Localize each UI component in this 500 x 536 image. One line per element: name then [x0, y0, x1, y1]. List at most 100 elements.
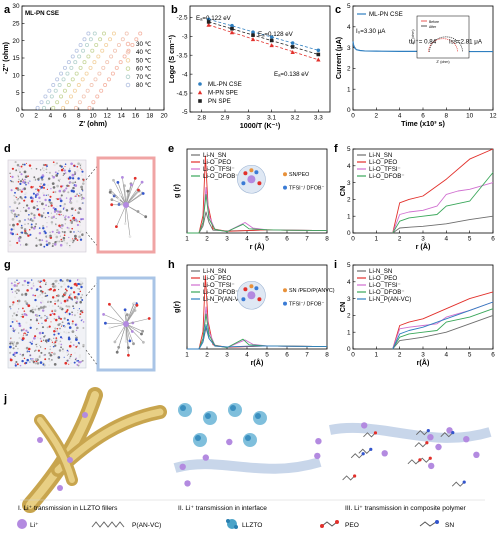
llzto-icon — [226, 519, 238, 529]
atom — [67, 216, 70, 219]
legend-j-sn: SN — [445, 522, 454, 529]
atom — [108, 190, 112, 194]
atom — [19, 364, 22, 367]
atom — [25, 314, 28, 317]
atom — [48, 305, 51, 307]
li-ion — [427, 434, 434, 441]
scatter-point — [85, 88, 90, 93]
atom — [63, 189, 66, 192]
scatter-point — [62, 65, 67, 70]
atom — [80, 166, 82, 168]
llzto-particle-core — [205, 413, 211, 419]
x-tick-label: 5 — [265, 352, 269, 359]
atom — [14, 296, 17, 299]
atom — [36, 346, 38, 348]
legend-marker — [125, 74, 131, 80]
scatter-point — [49, 94, 54, 99]
atom — [66, 184, 69, 188]
atom — [67, 324, 69, 326]
atom — [35, 343, 38, 346]
atom — [76, 169, 79, 172]
atom — [51, 175, 53, 177]
atom — [79, 300, 82, 304]
atom — [40, 299, 44, 303]
atom — [49, 348, 52, 351]
atom — [22, 307, 24, 310]
atom — [64, 361, 68, 365]
series-line — [392, 148, 494, 234]
scatter-point — [78, 43, 83, 48]
atom — [30, 185, 33, 189]
x-tick-label: 4 — [398, 113, 402, 120]
atom — [59, 327, 61, 330]
llzto-particle-core — [230, 405, 236, 411]
atom — [44, 319, 47, 322]
atom — [79, 164, 82, 166]
atom — [54, 310, 56, 312]
atom — [71, 227, 74, 230]
atom — [42, 183, 46, 186]
atom — [82, 234, 84, 236]
heteroatom — [369, 447, 373, 451]
x-tick-label: 2 — [398, 236, 402, 243]
atom — [28, 213, 30, 216]
scatter-point — [93, 77, 98, 82]
atom — [36, 205, 38, 207]
panel-letter-b: b — [171, 4, 178, 16]
scatter-point — [74, 71, 79, 76]
scatter-point — [59, 71, 64, 76]
atom — [70, 207, 74, 211]
atom — [65, 215, 67, 217]
atom — [80, 320, 82, 322]
y-tick-label: 10 — [12, 73, 20, 80]
atom — [69, 167, 71, 170]
data-point — [198, 82, 202, 86]
atom — [38, 350, 40, 352]
legend-entry: Li-O_PEO — [203, 275, 231, 282]
legend-entry: 50 ℃ — [136, 57, 152, 64]
atom — [74, 358, 77, 361]
atom — [26, 351, 29, 353]
atom — [30, 279, 33, 281]
scatter-point — [80, 77, 85, 82]
panel-letter-g: g — [4, 259, 11, 271]
x-tick-label: 3.1 — [267, 115, 276, 122]
atom — [81, 359, 84, 362]
legend-j-li: Li⁺ — [30, 522, 39, 529]
polymer-chain — [415, 430, 429, 436]
atom — [9, 243, 12, 247]
y-axis-label: Current (μA) — [334, 36, 343, 79]
atom — [39, 281, 41, 284]
atom — [64, 163, 67, 165]
atom — [39, 169, 42, 171]
atom — [59, 199, 63, 203]
atom — [73, 361, 76, 364]
bond — [125, 323, 142, 335]
atom — [54, 171, 57, 174]
atom — [52, 186, 56, 189]
atom — [58, 356, 60, 358]
x-tick-label: 0 — [351, 113, 355, 120]
solvation-shell-g — [102, 301, 151, 357]
atom — [71, 320, 74, 323]
inset-legend-entry: After — [429, 25, 437, 29]
atom — [38, 227, 41, 229]
atom — [28, 164, 32, 167]
panel-letter-i: i — [334, 259, 337, 271]
scatter-point — [92, 60, 97, 65]
coordinating-species-icon — [243, 287, 248, 292]
atom — [10, 210, 13, 213]
scatter-point — [106, 77, 111, 82]
x-tick-label: 6 — [421, 113, 425, 120]
atom — [48, 338, 51, 341]
atom — [69, 230, 72, 234]
atom — [77, 283, 79, 285]
atom — [10, 308, 12, 310]
atom — [81, 169, 83, 171]
atom — [25, 162, 27, 164]
atom — [53, 342, 56, 345]
atom — [18, 167, 21, 171]
x-tick-label: 0 — [351, 236, 355, 243]
atom — [32, 206, 36, 209]
